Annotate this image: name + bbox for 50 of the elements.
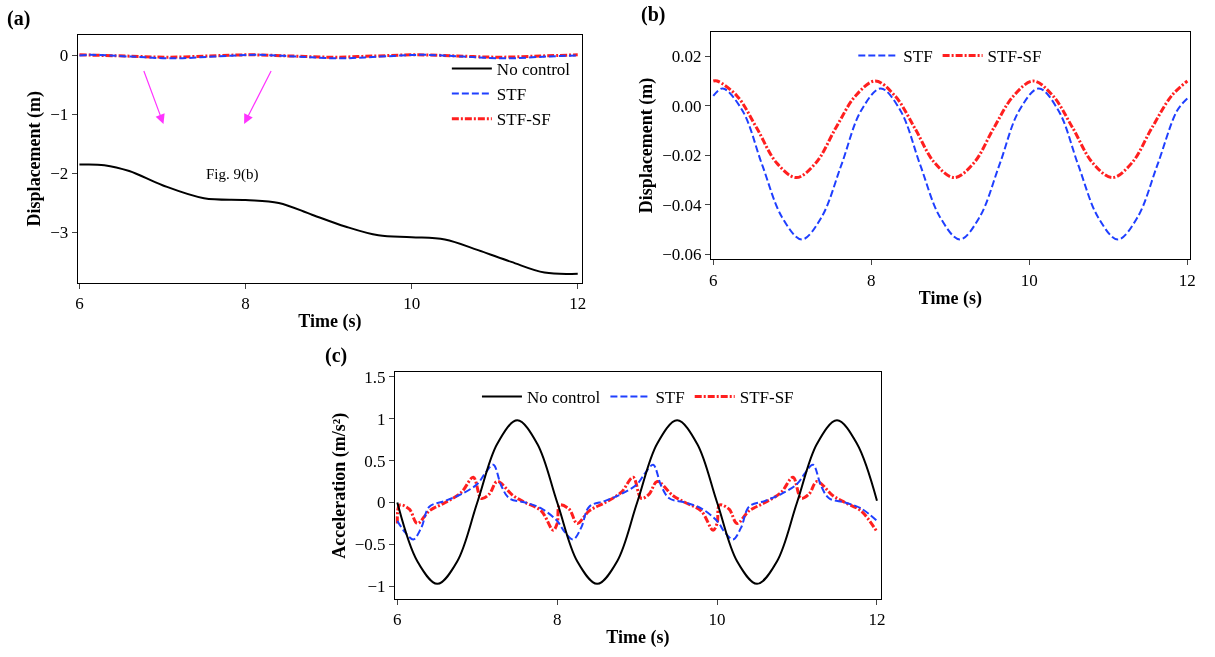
x-tick-label: 6 xyxy=(709,270,718,290)
y-tick-label: −0.02 xyxy=(662,146,702,166)
x-tick-label: 6 xyxy=(75,293,84,313)
x-tick-label: 12 xyxy=(569,293,587,313)
line-series xyxy=(396,463,878,541)
legend-label: STF-SF xyxy=(739,388,794,408)
y-tick-label: 1.5 xyxy=(364,367,386,387)
legend-label: STF xyxy=(496,85,527,105)
y-tick-label: −0.5 xyxy=(354,535,386,555)
legend-label: STF xyxy=(903,47,933,67)
x-tick-label: 8 xyxy=(867,270,876,290)
y-tick-label: −2 xyxy=(50,164,69,184)
x-tick-label: 10 xyxy=(403,293,421,313)
line-series xyxy=(711,79,1189,180)
line-series xyxy=(712,87,1189,241)
x-axis-title: Time (s) xyxy=(298,311,362,333)
y-tick-label: 0 xyxy=(59,46,69,66)
x-tick-label: 10 xyxy=(708,610,726,630)
x-axis-title: Time (s) xyxy=(606,627,670,649)
chart-title: (b) xyxy=(641,3,666,26)
y-axis-title: Displacement (m) xyxy=(24,90,46,227)
x-tick-label: 6 xyxy=(393,610,402,630)
y-tick-label: 0.00 xyxy=(671,96,702,116)
x-axis-title: Time (s) xyxy=(918,287,982,309)
line-series xyxy=(396,419,878,585)
annotation: Fig. 9(b) xyxy=(206,166,259,183)
chart-title: (a) xyxy=(7,7,31,30)
x-tick-label: 12 xyxy=(868,610,886,630)
x-tick-label: 12 xyxy=(1178,270,1196,290)
x-tick-label: 10 xyxy=(1020,270,1038,290)
y-tick-label: 1 xyxy=(377,409,386,429)
y-tick-label: −1 xyxy=(367,577,386,597)
y-tick-label: −1 xyxy=(50,105,69,125)
y-tick-label: 0.02 xyxy=(671,47,702,67)
x-tick-label: 8 xyxy=(241,293,250,313)
y-tick-label: 0.5 xyxy=(364,451,386,471)
chart-title: (c) xyxy=(325,344,348,367)
y-tick-label: −0.06 xyxy=(662,245,702,265)
y-tick-label: 0 xyxy=(377,493,386,513)
y-axis-title: Displacement (m) xyxy=(636,77,658,214)
legend-label: No control xyxy=(526,388,601,408)
line-series xyxy=(395,475,879,534)
legend-label: STF xyxy=(655,388,685,408)
y-tick-label: −3 xyxy=(50,223,69,243)
legend-label: STF-SF xyxy=(987,47,1042,67)
legend-label: STF-SF xyxy=(496,110,551,130)
x-tick-label: 8 xyxy=(552,610,562,630)
legend-label: No control xyxy=(496,60,571,80)
y-tick-label: −0.04 xyxy=(662,195,703,215)
y-axis-title: Acceleration (m/s²) xyxy=(328,412,350,559)
